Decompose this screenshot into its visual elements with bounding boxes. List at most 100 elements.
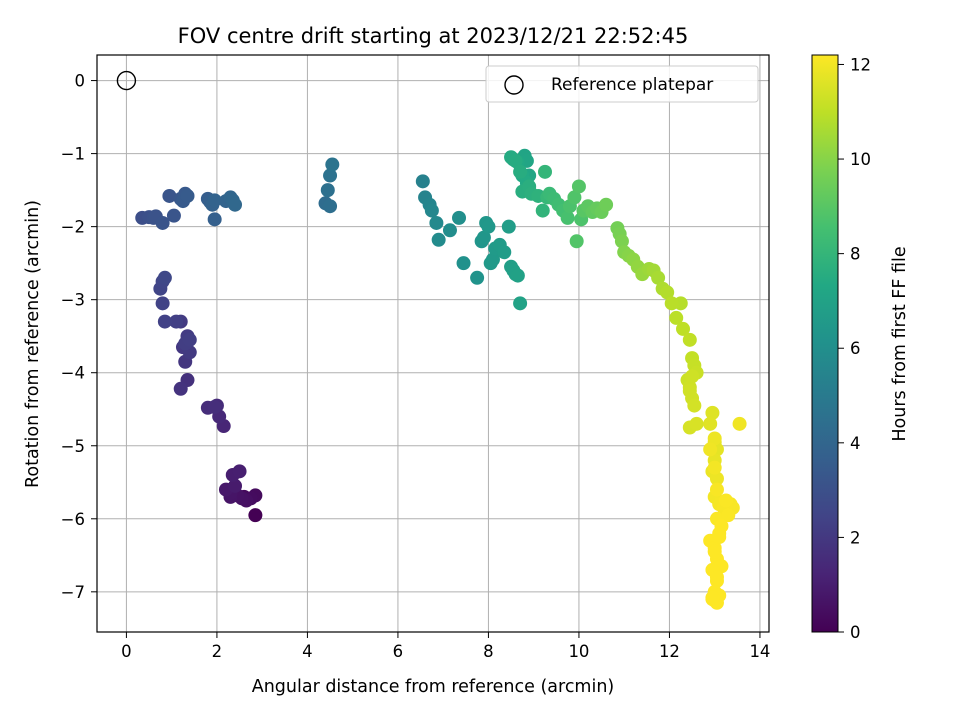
data-point (207, 400, 222, 415)
data-point (538, 164, 552, 179)
y-tick-label: 0 (75, 72, 86, 91)
data-point (676, 321, 691, 336)
data-point (452, 210, 467, 225)
data-point (685, 369, 700, 384)
data-point (155, 296, 170, 311)
data-point (669, 310, 684, 325)
colorbar-gradient (812, 55, 838, 632)
data-point (510, 268, 525, 283)
x-tick-label: 8 (483, 642, 494, 661)
x-axis-label: Angular distance from reference (arcmin) (252, 677, 615, 697)
colorbar-tick-label: 0 (850, 623, 861, 642)
y-tick-label: −3 (61, 291, 85, 310)
data-point (707, 431, 722, 446)
data-point (614, 234, 629, 249)
colorbar: 0 2 4 6 8 10 12 Hours from first FF file (811, 54, 910, 642)
legend-marker-icon (504, 75, 524, 95)
data-point (682, 332, 697, 347)
legend: Reference platepar (485, 65, 759, 103)
data-point (157, 314, 172, 329)
data-point (228, 197, 243, 212)
data-point (232, 464, 247, 479)
colorbar-tick-label: 2 (850, 528, 861, 547)
colorbar-tick-label: 10 (850, 150, 871, 169)
data-point (248, 508, 263, 523)
data-point (470, 270, 485, 285)
data-point (501, 219, 516, 234)
data-point (571, 179, 586, 194)
data-point (429, 215, 444, 230)
data-point (157, 270, 172, 285)
data-point (732, 416, 747, 431)
data-point (535, 203, 550, 218)
x-tick-label: 6 (393, 642, 404, 661)
data-point (513, 296, 528, 311)
x-tick-label: 14 (749, 642, 770, 661)
data-point (155, 215, 170, 230)
colorbar-tick-label: 8 (850, 245, 861, 264)
data-point (599, 197, 614, 212)
y-tick-label: −1 (61, 145, 85, 164)
plot-area (97, 55, 769, 632)
plot-frame (96, 54, 770, 633)
reference-platepar-marker (116, 70, 137, 91)
data-point (705, 590, 720, 605)
data-point (709, 482, 724, 497)
x-tick-label: 12 (659, 642, 680, 661)
x-tick-label: 4 (302, 642, 313, 661)
data-point (476, 230, 491, 245)
y-axis-label: Rotation from reference (arcmin) (23, 200, 43, 488)
legend-entry-reference-platepar: Reference platepar (551, 75, 713, 95)
data-point (719, 493, 734, 508)
data-point (162, 188, 177, 203)
chart-title: FOV centre drift starting at 2023/12/21 … (178, 24, 689, 48)
y-tick-label: −4 (61, 364, 85, 383)
data-point (456, 256, 471, 271)
x-tick-label: 0 (121, 642, 132, 661)
data-point (508, 153, 523, 168)
x-axis: 0 2 4 6 8 10 12 14 (121, 632, 770, 661)
y-tick-label: −6 (61, 510, 85, 529)
colorbar-frame (811, 54, 839, 633)
y-axis: 0 −1 −2 −3 −4 −5 −6 −7 (61, 72, 97, 602)
y-tick-label: −2 (61, 218, 85, 237)
x-tick-label: 2 (212, 642, 223, 661)
colorbar-tick-label: 12 (850, 55, 871, 74)
data-point (709, 570, 724, 585)
data-point (705, 405, 720, 420)
data-point (173, 381, 188, 396)
y-tick-label: −7 (61, 583, 85, 602)
colorbar-tick-label: 6 (850, 339, 861, 358)
data-point (651, 270, 666, 285)
colorbar-label: Hours from first FF file (890, 246, 910, 441)
data-points (135, 148, 747, 610)
y-tick-label: −5 (61, 437, 85, 456)
data-point (424, 203, 439, 218)
data-point (682, 383, 697, 398)
data-point (569, 234, 584, 249)
data-point (207, 212, 222, 227)
data-point (481, 219, 496, 234)
data-point (228, 478, 243, 493)
data-point (431, 232, 446, 247)
data-point (709, 471, 724, 486)
data-point (712, 530, 727, 545)
data-point (660, 285, 675, 300)
data-point (707, 460, 722, 475)
data-point (497, 245, 512, 260)
data-point (664, 296, 679, 311)
data-point (415, 174, 430, 189)
data-point (689, 416, 704, 431)
data-point (485, 252, 500, 267)
data-point (703, 416, 718, 431)
grid (97, 55, 769, 632)
data-point (207, 193, 222, 208)
data-point (323, 168, 338, 183)
x-tick-label: 10 (568, 642, 589, 661)
data-point (169, 314, 184, 329)
data-point (703, 442, 718, 457)
data-point (325, 157, 340, 172)
data-point (180, 188, 195, 203)
data-point (721, 508, 736, 523)
